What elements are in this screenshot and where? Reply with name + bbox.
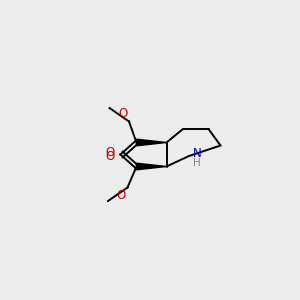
Polygon shape [136, 139, 166, 146]
Text: O: O [106, 149, 115, 163]
Text: O: O [117, 189, 126, 202]
Polygon shape [136, 163, 166, 170]
Text: O: O [118, 107, 128, 120]
Text: N: N [193, 146, 201, 160]
Text: H: H [193, 158, 200, 168]
Text: O: O [106, 146, 115, 160]
